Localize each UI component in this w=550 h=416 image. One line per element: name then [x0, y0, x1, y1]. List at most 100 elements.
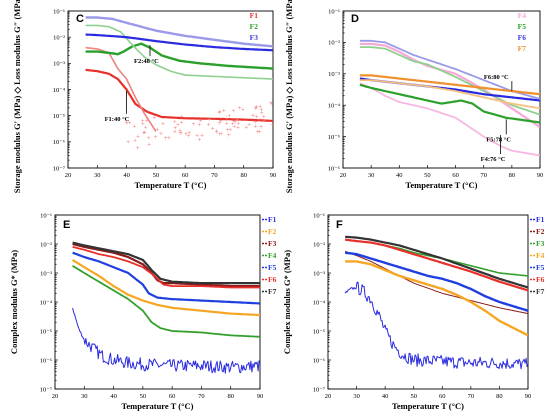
scatter-marker: + [254, 106, 258, 112]
scatter-marker: + [136, 134, 140, 140]
scatter-marker: + [145, 118, 149, 124]
scatter-marker: + [184, 131, 188, 137]
y-axis-title: Complex modulus G* (MPa) [9, 250, 19, 354]
legend-item-f4: F4 [268, 251, 277, 260]
x-axis-title: Temperature T (°C) [405, 180, 477, 190]
x-axis-title: Temperature T (°C) [392, 401, 464, 411]
x-tick-label: 90 [270, 172, 277, 179]
legend-item-f3: F3 [268, 239, 277, 248]
series-line-f3 [85, 33, 273, 52]
y-tick-label: 10⁻⁶ [53, 139, 65, 146]
y-tick-label: 10⁻⁵ [40, 328, 52, 335]
x-tick-label: 30 [94, 172, 101, 179]
x-tick-label: 80 [227, 393, 234, 400]
x-tick-label: 20 [340, 172, 347, 179]
y-tick-label: 10⁻⁷ [53, 165, 65, 172]
series-line-f7 [72, 241, 260, 285]
scatter-marker: + [262, 114, 266, 120]
x-tick-label: 60 [182, 172, 189, 179]
scatter-marker: + [244, 125, 248, 131]
y-tick-label: 10⁻³ [40, 270, 52, 277]
chart-panel-e: 20 30 40 50 60 70 80 90 10⁻¹ 10⁻² 10⁻³ 10⁻⁴ 10⁻⁵ 10⁻⁶… [9, 212, 277, 411]
scatter-marker: + [259, 124, 263, 130]
x-tick-label: 30 [81, 393, 88, 400]
scatter-marker: + [144, 125, 148, 131]
y-tick-label: 10⁻² [313, 241, 325, 248]
scatter-marker: + [173, 126, 177, 132]
scatter-marker: + [147, 142, 151, 148]
scatter-marker: + [231, 122, 235, 128]
series-line-f5 [344, 251, 528, 312]
scatter-marker: + [231, 108, 235, 114]
scatter-marker: + [215, 129, 219, 135]
x-tick-label: 60 [169, 393, 176, 400]
scatter-marker: + [176, 123, 180, 129]
y-axis-title: Storage modulus G′ (MPa) ◇ Loss modulus … [12, 0, 22, 193]
series-line-f4 [345, 260, 528, 337]
series-group [359, 39, 540, 157]
scatter-marker: + [217, 121, 221, 127]
legend-item-f5: F5 [518, 22, 527, 31]
scatter-marker: + [219, 131, 223, 137]
annotation-label: F6:80 °C [484, 74, 509, 81]
scatter-marker: + [236, 125, 240, 131]
scatter-marker: + [141, 119, 145, 125]
legend-item-f4: F4 [518, 11, 527, 20]
series-line-f2 [85, 24, 273, 80]
scatter-marker: + [227, 114, 231, 120]
legend-item-f7: F7 [518, 44, 527, 53]
series-line-f5 [72, 251, 260, 305]
legend-item-f6: F6 [536, 275, 545, 284]
x-tick-label: 80 [240, 172, 247, 179]
series-group [344, 235, 528, 370]
series-line-f2 [71, 259, 260, 317]
panel-letter: E [63, 219, 70, 231]
scatter-marker: + [232, 124, 236, 130]
series-group [71, 241, 260, 374]
series-line-f1 [85, 46, 157, 132]
y-tick-label: 10⁻¹ [53, 8, 65, 15]
y-axis-title: Storage modulus G′ (MPa) ◇ Loss modulus … [284, 0, 294, 193]
series-line-f3 [72, 242, 260, 288]
y-tick-label: 10⁻⁴ [313, 299, 326, 306]
legend-item-f2: F2 [268, 227, 277, 236]
scatter-marker: + [260, 110, 264, 116]
annotation-label: F4:76 °C [481, 156, 506, 163]
x-tick-label: 20 [325, 393, 332, 400]
scatter-marker: + [163, 136, 167, 142]
series-line-f4 [359, 42, 540, 129]
x-tick-label: 90 [525, 393, 532, 400]
scatter-marker: + [219, 119, 223, 125]
scatter-marker: + [186, 134, 190, 140]
y-tick-label: 10⁻² [328, 40, 340, 47]
scatter-marker: + [124, 120, 128, 126]
scatter-marker: + [254, 115, 258, 121]
scatter-marker: + [159, 131, 163, 137]
x-tick-label: 90 [537, 172, 544, 179]
series-line-f1 [85, 68, 273, 122]
scatter-marker: + [251, 113, 255, 119]
scatter-marker: + [136, 146, 140, 152]
x-tick-label: 70 [468, 393, 475, 400]
scatter-marker: + [179, 120, 183, 126]
x-tick-label: 20 [52, 393, 59, 400]
x-tick-label: 40 [123, 172, 130, 179]
scatter-marker: + [197, 137, 201, 143]
x-tick-label: 40 [396, 172, 403, 179]
legend-item-f2: F2 [536, 227, 545, 236]
y-tick-label: 10⁻⁶ [328, 165, 340, 172]
scatter-marker: + [260, 107, 264, 113]
x-tick-label: 40 [110, 393, 117, 400]
y-tick-label: 10⁻² [53, 34, 65, 41]
scatter-marker: + [178, 130, 182, 136]
legend-item-f3: F3 [250, 33, 259, 42]
scatter-marker: + [167, 136, 171, 142]
scatter-marker: + [195, 133, 199, 139]
series-line-f7 [359, 74, 540, 96]
y-tick-label: 10⁻³ [328, 71, 340, 78]
legend-item-f3: F3 [536, 239, 545, 248]
scatter-marker: + [155, 127, 159, 133]
scatter-marker: + [217, 131, 221, 137]
scatter-marker: + [254, 105, 258, 111]
